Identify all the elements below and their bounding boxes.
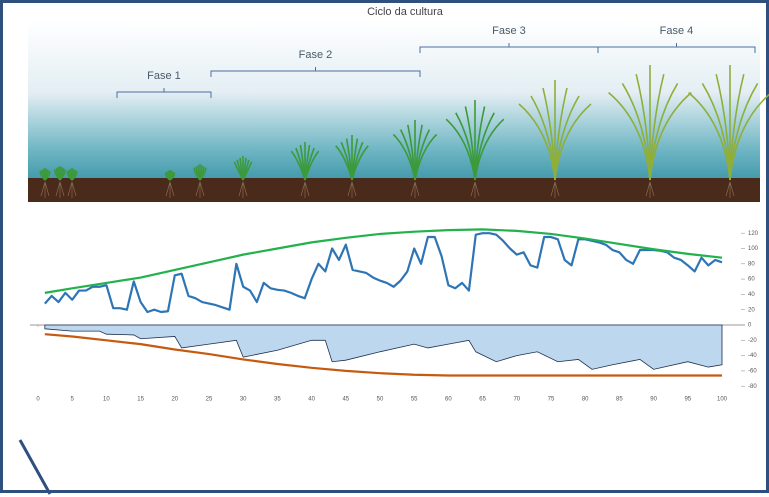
- x-tick-label: 90: [650, 397, 657, 403]
- x-tick-label: 50: [377, 397, 384, 403]
- line: [44, 232, 723, 314]
- root: [67, 181, 77, 198]
- x-tick-label: 100: [717, 397, 728, 403]
- phase-bracket: [210, 67, 421, 77]
- root: [645, 181, 655, 198]
- root: [347, 181, 357, 198]
- y-tick-label: 60: [748, 277, 755, 283]
- x-tick-label: 45: [342, 397, 349, 403]
- area: [44, 324, 723, 370]
- y-tick-label: 0: [748, 323, 752, 329]
- x-tick-label: 40: [308, 397, 315, 403]
- root: [40, 181, 50, 198]
- x-tick-label: 5: [71, 397, 75, 403]
- x-tick-label: 85: [616, 397, 623, 403]
- y-tick-label: 20: [748, 307, 755, 313]
- leaf: [649, 91, 692, 181]
- y-tick-label: 40: [748, 292, 755, 298]
- leaf: [71, 170, 78, 181]
- leaf: [729, 93, 769, 181]
- y-tick-label: -80: [748, 384, 757, 390]
- y-tick-label: 80: [748, 261, 755, 267]
- x-tick-label: 70: [513, 397, 520, 403]
- root: [725, 181, 735, 198]
- leaf: [59, 169, 66, 181]
- plants: [39, 65, 769, 198]
- x-tick-label: 15: [137, 397, 144, 403]
- x-tick-label: 35: [274, 397, 281, 403]
- x-tick-label: 75: [548, 397, 555, 403]
- x-tick-label: 60: [445, 397, 452, 403]
- x-tick-label: 25: [206, 397, 213, 403]
- leaf: [169, 171, 176, 181]
- leaf: [351, 145, 369, 181]
- phase-label: Fase 1: [147, 70, 181, 82]
- chart-title: Ciclo da cultura: [367, 6, 444, 18]
- phase-label: Fase 3: [492, 25, 526, 37]
- line: [44, 333, 722, 377]
- x-tick-label: 0: [36, 397, 40, 403]
- y-tick-label: -40: [748, 353, 757, 359]
- root: [195, 181, 205, 198]
- phase-label: Fase 2: [299, 49, 333, 61]
- leaf: [44, 170, 51, 181]
- x-tick-label: 10: [103, 397, 110, 403]
- leaf: [474, 118, 505, 181]
- root: [550, 181, 560, 198]
- y-tick-label: -60: [748, 368, 757, 374]
- y-tick-label: 120: [748, 231, 759, 237]
- root: [55, 181, 65, 198]
- line: [44, 228, 723, 294]
- y-tick-label: 100: [748, 246, 759, 252]
- phase-bracket: [597, 43, 756, 53]
- phase-label: Fase 4: [660, 25, 694, 37]
- soil: [28, 178, 760, 202]
- leaf: [242, 161, 253, 181]
- leaf: [304, 150, 320, 181]
- y-tick-label: -20: [748, 338, 757, 344]
- frame-edge: [18, 439, 52, 495]
- leaf: [414, 133, 438, 181]
- x-tick-label: 95: [684, 397, 691, 403]
- x-tick-label: 80: [582, 397, 589, 403]
- root: [238, 181, 248, 198]
- x-tick-label: 55: [411, 397, 418, 403]
- leaf: [199, 167, 207, 181]
- root: [165, 181, 175, 198]
- root: [300, 181, 310, 198]
- leaf: [554, 103, 592, 181]
- x-tick-label: 30: [240, 397, 247, 403]
- x-tick-label: 65: [479, 397, 486, 403]
- root: [470, 181, 480, 198]
- root: [410, 181, 420, 198]
- x-tick-label: 20: [171, 397, 178, 403]
- phase-bracket: [116, 88, 212, 98]
